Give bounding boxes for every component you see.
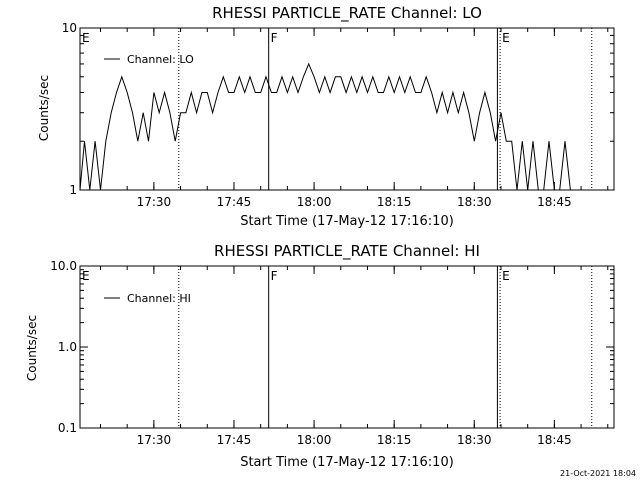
event-marker-label: E	[82, 31, 90, 45]
x-tick-label: 17:30	[137, 195, 172, 209]
legend-entry: Channel: HI	[127, 292, 191, 305]
x-tick-label: 18:45	[537, 433, 572, 447]
chart-title: RHESSI PARTICLE_RATE Channel: LO	[212, 4, 482, 23]
y-axis-label: Counts/sec	[25, 315, 39, 381]
x-tick-label: 18:15	[377, 433, 412, 447]
event-marker-label: E	[502, 31, 510, 45]
y-tick-label: 1.0	[58, 340, 77, 354]
x-axis-label: Start Time (17-May-12 17:16:10)	[240, 455, 454, 470]
y-tick-label: 1	[69, 183, 77, 197]
legend-entry: Channel: LO	[127, 53, 194, 66]
event-marker-label: E	[502, 269, 510, 283]
x-tick-label: 17:45	[217, 195, 252, 209]
x-axis-label: Start Time (17-May-12 17:16:10)	[240, 214, 454, 229]
y-tick-label: 10.0	[50, 259, 77, 273]
series-line	[79, 62, 576, 191]
x-tick-label: 18:30	[457, 433, 492, 447]
x-tick-label: 17:30	[137, 433, 172, 447]
hi-channel-panel: RHESSI PARTICLE_RATE Channel: HI Counts/…	[25, 242, 615, 470]
x-tick-label: 17:45	[217, 433, 252, 447]
plot-frame	[79, 265, 615, 429]
plot-frame	[79, 27, 615, 191]
event-marker-label: E	[82, 269, 90, 283]
y-axis-label: Counts/sec	[37, 75, 51, 141]
x-tick-label: 18:15	[377, 195, 412, 209]
event-marker-label: F	[271, 269, 278, 283]
x-tick-label: 18:00	[297, 195, 332, 209]
chart-title: RHESSI PARTICLE_RATE Channel: HI	[214, 242, 480, 261]
x-tick-label: 18:30	[457, 195, 492, 209]
event-marker-label: F	[271, 31, 278, 45]
y-tick-label: 0.1	[58, 421, 77, 435]
y-tick-label: 10	[62, 21, 77, 35]
x-tick-label: 18:45	[537, 195, 572, 209]
lo-channel-panel: RHESSI PARTICLE_RATE Channel: LO Counts/…	[37, 4, 615, 229]
footer-timestamp: 21-Oct-2021 18:04	[560, 469, 636, 478]
x-tick-label: 18:00	[297, 433, 332, 447]
